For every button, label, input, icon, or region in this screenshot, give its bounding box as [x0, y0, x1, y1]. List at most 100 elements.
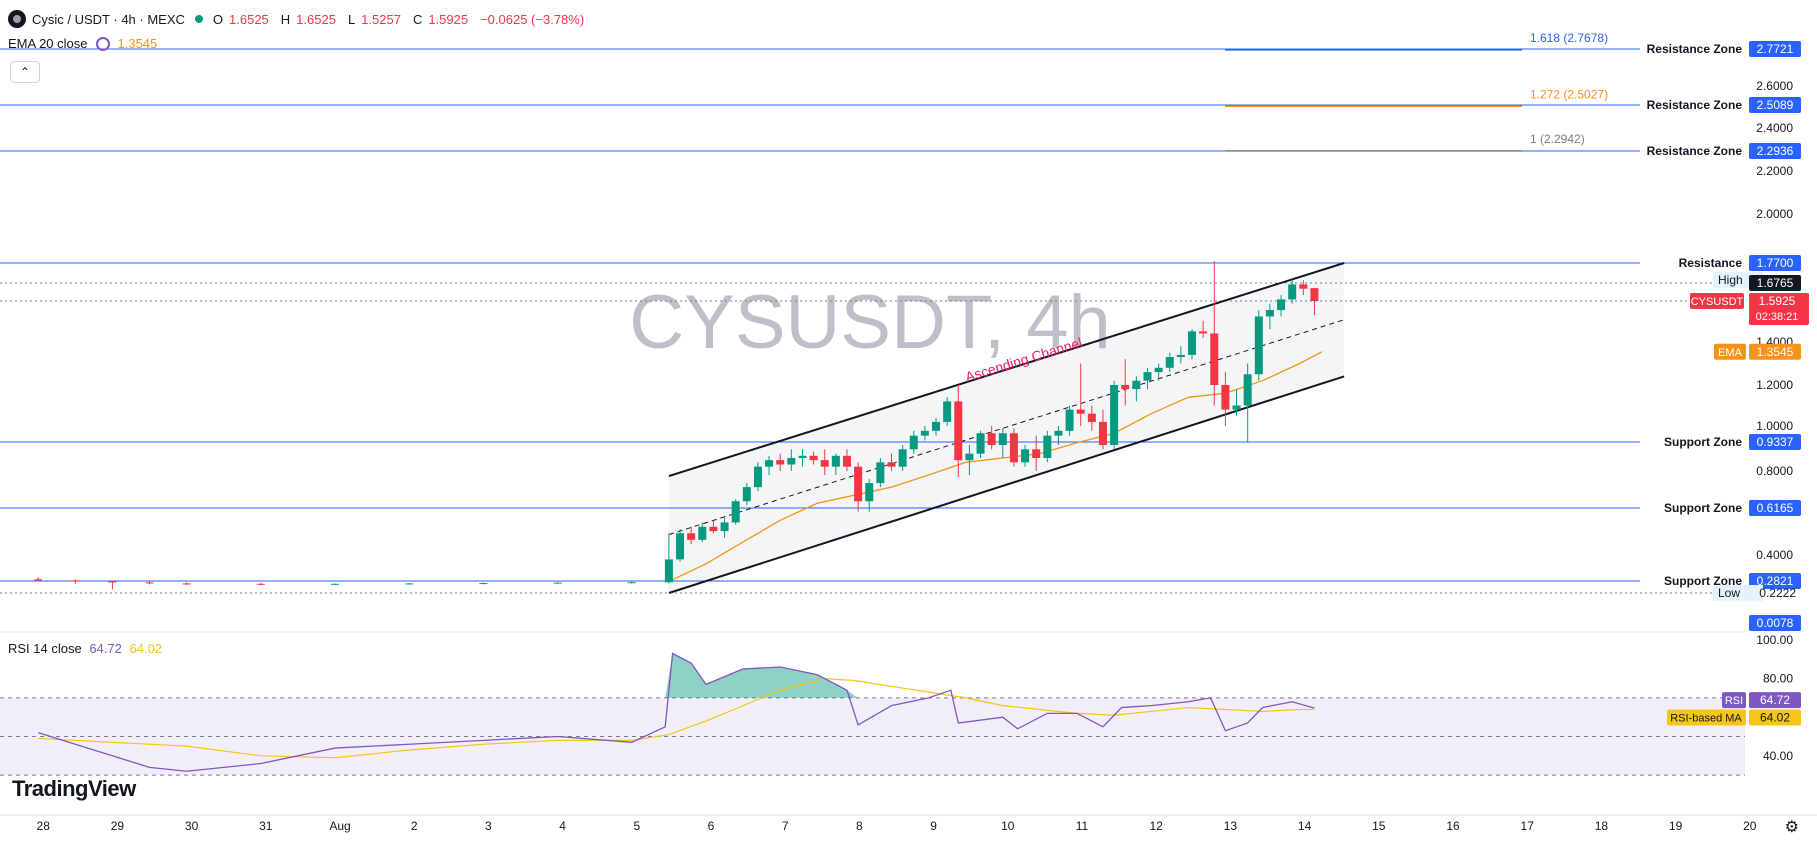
rsi-legend[interactable]: RSI 14 close 64.72 64.02: [8, 641, 162, 656]
time-tick: 10: [1001, 819, 1015, 833]
symbol-title[interactable]: Cysic / USDT · 4h · MEXC: [32, 11, 185, 27]
candle-up: [1043, 435, 1052, 458]
candle-down: [1310, 288, 1319, 301]
candle-up: [1243, 374, 1252, 406]
time-tick: 11: [1076, 819, 1089, 833]
rsi-ma-tag: [1667, 709, 1746, 726]
level-price-text: 2.7721: [1757, 42, 1794, 56]
ema-legend-label: EMA 20 close: [8, 36, 88, 51]
time-tick: 8: [856, 819, 863, 833]
candle-down: [1098, 421, 1107, 445]
rsi-tag: [1722, 692, 1746, 709]
candle-down: [854, 466, 863, 502]
candle-down: [34, 579, 43, 581]
candle-down: [954, 401, 963, 461]
level-label: Support Zone: [1664, 501, 1742, 515]
channel-top-line: [668, 262, 1345, 477]
time-tick: 12: [1150, 819, 1164, 833]
candle-up: [1277, 299, 1286, 311]
candle-up: [553, 582, 562, 584]
candle-up: [1254, 316, 1263, 375]
candle-up: [731, 501, 740, 523]
ohlc-high-value: 1.6525: [296, 11, 336, 27]
candle-up: [965, 453, 974, 461]
candle-down: [687, 533, 696, 540]
tradingview-brand: TradingView: [12, 776, 136, 801]
candle-up: [1143, 372, 1152, 381]
candle-up: [1176, 354, 1185, 358]
rsi-tick: 40.00: [1763, 749, 1793, 763]
level-price-tag: [1749, 97, 1801, 113]
ema-price-tag: [1749, 343, 1801, 360]
level-label: Resistance: [1679, 256, 1743, 270]
ohlc-open-key: O: [212, 11, 224, 27]
candle-down: [776, 460, 785, 465]
candle-down: [256, 583, 265, 585]
low-label: Low: [1718, 586, 1740, 600]
current-price-tag: [1749, 293, 1809, 325]
rsi-ma-value-text: 64.02: [1760, 710, 1790, 724]
price-tick: 2.2000: [1756, 164, 1793, 178]
channel-fill: [668, 263, 1345, 593]
low-tag: [1713, 584, 1763, 601]
candle-down: [1076, 409, 1085, 414]
ohlc-close-value: 1.5925: [428, 11, 469, 27]
candle-up: [920, 430, 929, 436]
candle-up: [698, 526, 707, 540]
price-tick: 1.2000: [1756, 378, 1793, 392]
gear-icon[interactable]: ⚙: [1784, 819, 1799, 836]
current-price-value: 1.5925: [1759, 294, 1796, 308]
ema-tag-label: EMA: [1718, 347, 1743, 359]
price-tick: 2.4000: [1756, 121, 1793, 135]
channel-bottom-line: [668, 375, 1345, 594]
level-price-tag: [1749, 143, 1801, 159]
candle-down: [709, 526, 718, 532]
candle-up: [765, 460, 774, 467]
candle-down: [1210, 333, 1219, 385]
time-tick: 17: [1521, 819, 1535, 833]
level-price-tag: [1749, 500, 1801, 516]
chevron-up-icon: ⌃: [19, 65, 31, 79]
bottom-price-value: 0.0078: [1757, 616, 1794, 630]
rsi-tick: 80.00: [1763, 672, 1793, 686]
candle-up: [898, 449, 907, 467]
ema-legend-value: 1.3545: [117, 36, 158, 51]
ohlc-open-value: 1.6525: [229, 11, 269, 27]
low-value: 0.2222: [1759, 586, 1796, 600]
time-tick: 16: [1446, 819, 1460, 833]
indicator-settings-icon[interactable]: [95, 36, 110, 51]
candle-up: [627, 582, 636, 584]
price-tick: 2.0000: [1756, 207, 1793, 221]
prev-close-tag: [1749, 275, 1801, 291]
time-tick: 14: [1298, 819, 1312, 833]
candle-up: [331, 583, 339, 585]
symbol-watermark: CYSUSDT, 4h: [629, 280, 1111, 365]
candle-up: [405, 583, 414, 585]
ohlc-low-value: 1.5257: [361, 11, 401, 27]
candle-up: [1065, 409, 1074, 431]
channel-mid-line: [668, 319, 1345, 535]
time-tick: 9: [930, 819, 937, 833]
collapse-legend-button[interactable]: ⌃: [10, 61, 40, 83]
candle-up: [1265, 310, 1274, 317]
candle-down: [1221, 385, 1230, 410]
tradingview-logo[interactable]: TradingView: [12, 776, 136, 802]
ema-legend[interactable]: EMA 20 close 1.3545: [8, 36, 157, 51]
candle-up: [1054, 430, 1063, 436]
candle-up: [831, 455, 840, 467]
candle-down: [108, 581, 117, 583]
candle-up: [998, 433, 1007, 445]
prev-close-value: 1.6765: [1757, 276, 1794, 290]
candle-down: [1199, 331, 1208, 334]
level-label: Resistance Zone: [1647, 144, 1743, 158]
rsi-ma-line: [38, 677, 1315, 759]
ema-tag: [1714, 343, 1746, 360]
candle-up: [676, 533, 685, 560]
time-tick: 30: [185, 819, 199, 833]
time-tick: 15: [1372, 819, 1386, 833]
time-tick: 3: [485, 819, 492, 833]
candle-down: [1299, 284, 1308, 289]
time-tick: 4: [559, 819, 566, 833]
time-tick: 19: [1669, 819, 1683, 833]
